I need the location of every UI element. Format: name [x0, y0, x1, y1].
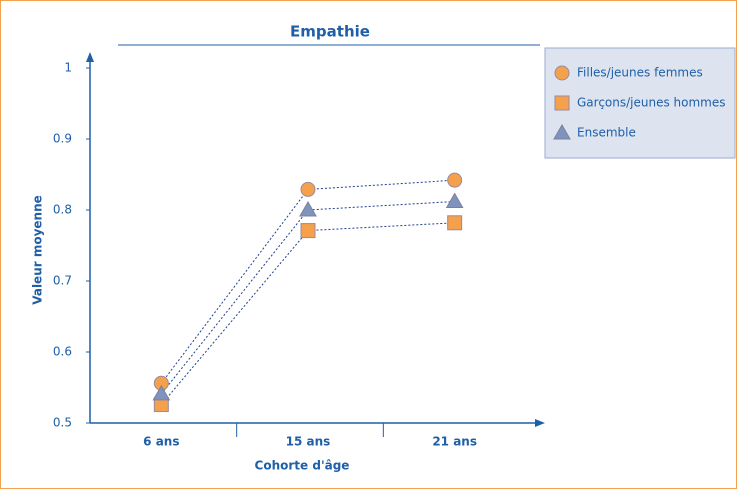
- point: [447, 172, 463, 188]
- y-arrow: [86, 52, 94, 62]
- legend-marker: [553, 123, 571, 140]
- y-tick-label: 0.6: [53, 345, 72, 359]
- point: [300, 181, 316, 197]
- legend-label: Garçons/jeunes hommes: [577, 96, 726, 110]
- point: [447, 215, 463, 231]
- series-line: [160, 200, 455, 395]
- legend-marker: [554, 65, 570, 81]
- series-line: [160, 222, 455, 405]
- point: [300, 223, 316, 239]
- x-tick-label: 15 ans: [286, 435, 331, 449]
- x-tick-label: 6 ans: [143, 435, 179, 449]
- y-tick-label: 0.5: [53, 416, 72, 430]
- legend-label: Filles/jeunes femmes: [577, 66, 703, 80]
- y-axis-label: Valeur moyenne: [31, 195, 45, 305]
- y-tick-label: 0.7: [53, 274, 72, 288]
- x-arrow: [535, 419, 545, 427]
- y-tick-label: 0.9: [53, 132, 72, 146]
- series-line: [160, 179, 455, 384]
- x-axis-label: Cohorte d'âge: [255, 459, 350, 473]
- legend: [544, 47, 736, 159]
- y-tick-label: 1: [64, 61, 72, 75]
- point: [445, 192, 464, 208]
- y-tick-label: 0.8: [53, 203, 72, 217]
- legend-label: Ensemble: [577, 126, 636, 140]
- point: [152, 384, 171, 401]
- chart-title: Empathie: [290, 23, 370, 41]
- x-tick-label: 21 ans: [432, 435, 477, 449]
- legend-marker: [554, 95, 570, 111]
- point: [299, 200, 317, 217]
